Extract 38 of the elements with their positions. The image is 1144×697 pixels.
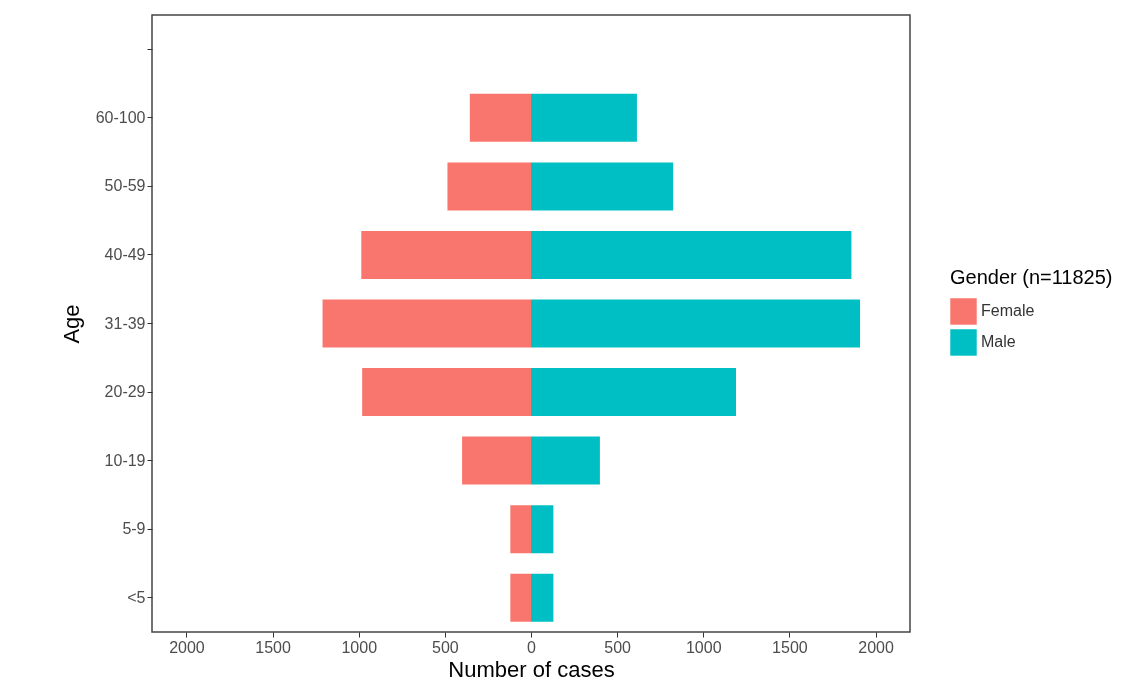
y-tick-label: 20-29 [104,383,146,401]
bar [531,299,861,348]
legend-title: Gender (n=11825) [950,265,1113,288]
y-axis-title: Age [58,304,84,344]
bar [531,573,554,622]
bar [531,230,852,279]
bar [322,299,531,348]
x-tick-label: 1000 [341,638,378,656]
bar [362,368,531,417]
x-tick-label: 1000 [685,638,722,656]
bar [510,505,531,554]
bar [462,436,531,485]
bar [531,162,674,211]
x-tick-label: 2000 [169,638,205,656]
y-tick-label: 50-59 [104,177,146,195]
bar [531,436,600,485]
y-tick-label: 31-39 [104,314,146,332]
bar [531,505,554,554]
bar [510,573,531,622]
bar [531,93,637,142]
y-tick-label: 10-19 [104,451,146,469]
y-tick-label: <5 [127,588,146,606]
x-tick-label: 1500 [255,638,291,656]
x-axis-title: Number of cases [448,656,615,682]
y-tick-label: 5-9 [122,520,146,538]
x-tick-label: 0 [527,638,537,656]
y-tick-label: 60-100 [95,108,146,126]
x-tick-label: 2000 [858,638,894,656]
legend-label: Female [981,302,1035,320]
x-tick-label: 500 [604,638,632,656]
bar [531,368,736,417]
x-tick-label: 500 [432,638,459,656]
legend-label: Male [981,333,1016,351]
x-tick-label: 1500 [772,638,808,656]
bar [361,230,531,279]
bar [469,93,531,142]
y-tick-label: 40-49 [104,245,146,263]
bar [447,162,531,211]
